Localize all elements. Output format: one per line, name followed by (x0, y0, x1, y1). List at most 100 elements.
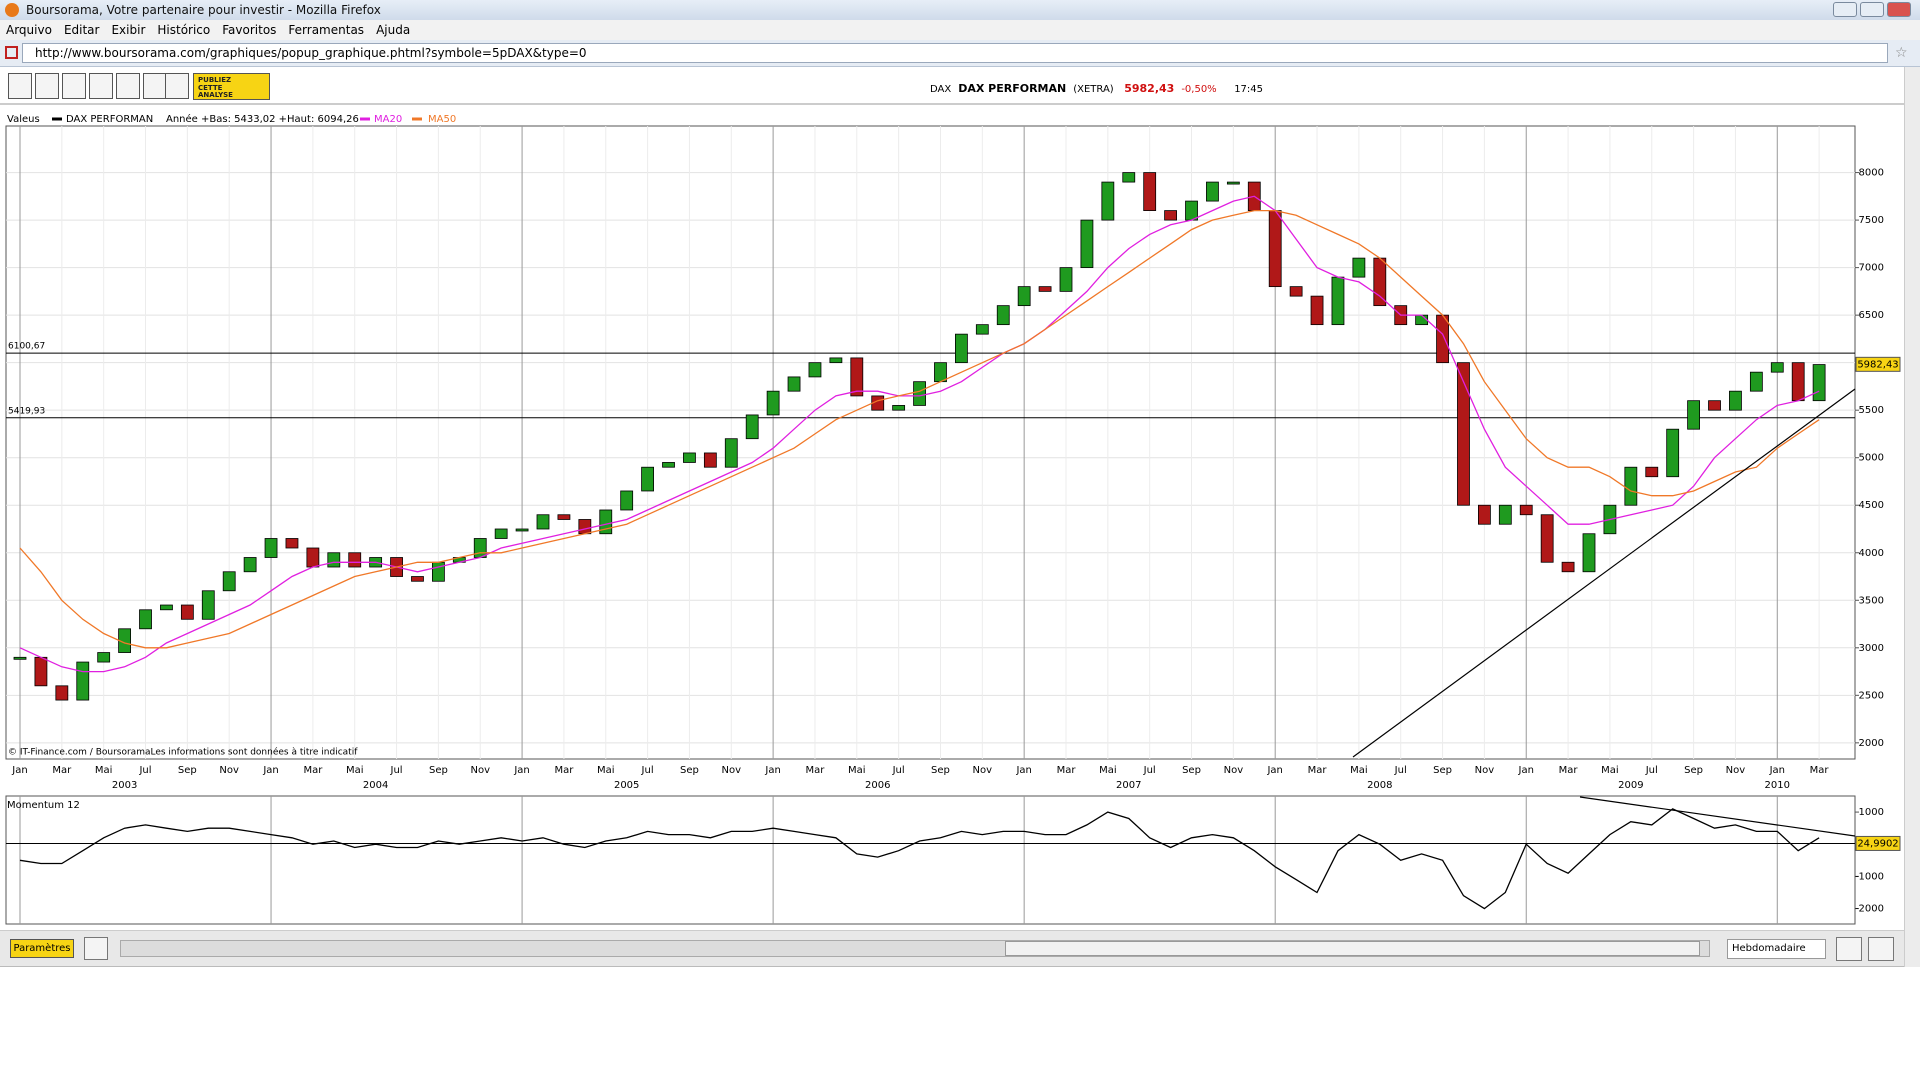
candle (222, 571, 236, 592)
channel-tool[interactable] (89, 73, 113, 99)
zoom-tool[interactable] (8, 73, 32, 99)
candle (934, 362, 947, 383)
x-tick-label: Jul (892, 765, 905, 776)
candle (996, 305, 1010, 326)
y-tick-label: 8000 (1859, 168, 1884, 179)
copyright: © IT-Finance.com / BoursoramaLes informa… (8, 747, 358, 758)
candle (1101, 181, 1115, 221)
menu-item[interactable]: Arquivo (6, 23, 52, 37)
candle (243, 557, 257, 573)
zoom-in[interactable] (1868, 937, 1894, 961)
close-button[interactable] (1887, 2, 1911, 17)
x-tick-label: Jan (1769, 765, 1785, 776)
delete-tool[interactable] (165, 73, 189, 99)
candle (1310, 295, 1324, 326)
candle (1687, 400, 1700, 430)
year-label: 2007 (1116, 780, 1141, 791)
candle (348, 552, 362, 568)
line-tool[interactable] (35, 73, 59, 99)
menu-item[interactable]: Editar (63, 23, 100, 37)
y-tick-label: 2000 (1859, 738, 1884, 749)
quote-market: DAX (930, 84, 952, 95)
candle (1017, 286, 1031, 307)
candle (1582, 533, 1596, 573)
x-tick-label: Nov (470, 765, 490, 776)
menu-item[interactable]: Ajuda (376, 23, 411, 37)
y-tick-label: 5000 (1859, 453, 1884, 464)
candle (473, 538, 487, 558)
year-label: 2009 (1618, 780, 1643, 791)
quote-name: DAX PERFORMAN (958, 82, 1067, 95)
y-tick-label: -2000 (1855, 904, 1884, 915)
x-tick-label: Jul (641, 765, 654, 776)
candle (1436, 314, 1449, 364)
x-tick-label: Mai (1350, 765, 1368, 776)
last-value-tag (1855, 356, 1901, 372)
scroll-track[interactable] (120, 940, 1710, 957)
zoom-out[interactable] (1836, 937, 1862, 961)
menu-item[interactable]: Histórico (157, 23, 211, 37)
candle (683, 452, 696, 463)
candle (55, 685, 69, 701)
candle (201, 590, 215, 620)
site-icon (5, 46, 18, 59)
params-button[interactable]: Paramètres (10, 939, 74, 958)
chart-background (0, 104, 1904, 930)
x-tick-label: Jan (764, 765, 780, 776)
candle (1624, 466, 1638, 506)
y-tick-label: 7000 (1859, 263, 1884, 274)
title-bar: Boursorama, Votre partenaire pour invest… (0, 0, 1920, 20)
price-panel: 2000250030003500400045005000550060006500… (5, 125, 1901, 791)
vertical-scrollbar[interactable] (1904, 67, 1920, 967)
maximize-button[interactable] (1860, 2, 1884, 17)
menu-item[interactable]: Favoritos (222, 23, 277, 37)
year-label: 2005 (614, 780, 639, 791)
minimize-button[interactable] (1833, 2, 1857, 17)
candle (1478, 504, 1491, 525)
x-tick-label: Jul (1143, 765, 1156, 776)
candle (620, 490, 634, 511)
fan-tool[interactable] (143, 73, 167, 99)
legend-text: MA20 (374, 114, 402, 125)
candle (536, 514, 550, 530)
candle (1749, 371, 1763, 392)
y-tick-label: -1000 (1855, 871, 1884, 882)
plot-frame (5, 125, 1856, 760)
print-button[interactable] (84, 937, 108, 960)
candle (1080, 219, 1094, 269)
reference-label: 5419,93 (8, 406, 45, 416)
x-tick-label: Nov (219, 765, 239, 776)
menu-item[interactable]: Ferramentas (288, 23, 365, 37)
candle (578, 519, 592, 535)
period-select[interactable]: Hebdomadaire (1727, 939, 1826, 959)
x-tick-label: Mar (1057, 765, 1077, 776)
candle (703, 452, 717, 468)
x-tick-label: Mai (1099, 765, 1117, 776)
y-tick-label: 5500 (1859, 405, 1884, 416)
publish-button[interactable]: PUBLIEZ CETTE ANALYSE (193, 73, 270, 100)
publish-text: ANALYSE (198, 91, 233, 99)
publish-text: CETTE (198, 83, 223, 92)
bookmark-star[interactable]: ☆ (1895, 45, 1908, 61)
url-field[interactable]: http://www.boursorama.com/graphiques/pop… (22, 43, 1888, 63)
scroll-thumb[interactable] (1005, 941, 1700, 956)
candle (431, 561, 445, 582)
quote-price: 5982,43 (1124, 82, 1175, 95)
trend-line (1352, 388, 1856, 758)
candle (892, 405, 906, 411)
candle (285, 538, 299, 549)
menu-item[interactable]: Exibir (111, 23, 146, 37)
candle (1122, 172, 1136, 183)
fibo-tool[interactable] (116, 73, 140, 99)
candle (1666, 428, 1680, 478)
candle (1268, 210, 1282, 288)
x-tick-label: Mai (848, 765, 866, 776)
candle (724, 438, 738, 468)
hline-tool[interactable] (62, 73, 86, 99)
reference-label: 6100,67 (8, 342, 45, 352)
candle (1226, 181, 1240, 185)
candle (306, 547, 320, 568)
candle (1164, 210, 1177, 221)
